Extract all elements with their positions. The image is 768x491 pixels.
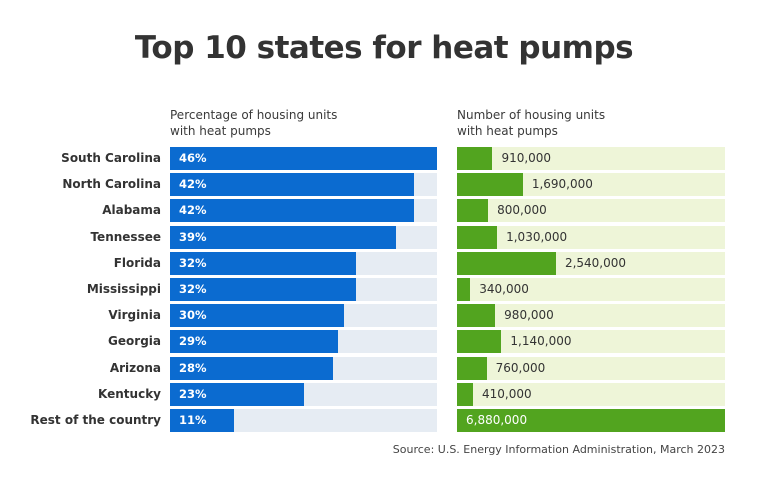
percentage-bar [170,226,397,249]
count-subtitle-line2: with heat pumps [457,124,558,138]
category-label: Virginia [108,308,161,322]
count-bar [457,304,496,327]
percentage-bar [170,252,356,275]
count-bar [457,199,489,222]
category-label: Alabama [102,203,161,217]
percentage-bar-track: 11% [170,409,437,432]
count-value-label: 980,000 [504,308,554,322]
count-bar-track: 760,000 [457,357,725,380]
count-value-label: 800,000 [497,203,547,217]
percentage-value-label: 30% [179,308,207,322]
percentage-bar [170,383,304,406]
percentage-bar [170,304,345,327]
source-note: Source: U.S. Energy Information Administ… [392,443,725,456]
percentage-bar-track: 29% [170,330,437,353]
count-value-label: 410,000 [481,387,532,401]
count-value-label: 1,140,000 [510,334,572,348]
count-value-label: 910,000 [501,151,552,165]
percentage-value-label: 32% [179,282,207,296]
percentage-value-label: 32% [179,256,207,270]
count-bar-track: 980,000 [457,304,725,327]
count-bar [457,330,502,353]
percentage-bar [170,199,414,222]
percentage-bar [170,173,414,196]
percentage-bar-track: 39% [170,226,437,249]
percentage-bar-track: 30% [170,304,437,327]
percentage-panel-subtitle: Percentage of housing units with heat pu… [170,107,337,139]
count-value-label: 340,000 [479,282,529,296]
count-bar-track: 910,000 [457,147,725,170]
count-bar-track: 2,540,000 [457,252,725,275]
percentage-bar-track: 32% [170,278,437,301]
percentage-bar [170,278,356,301]
percentage-bar-track: 23% [170,383,437,406]
category-label: South Carolina [61,151,161,165]
count-subtitle-line1: Number of housing units [457,108,606,122]
count-value-label: 760,000 [495,361,546,375]
count-bar [457,278,471,301]
percentage-bar [170,357,333,380]
category-label: Arizona [109,361,161,375]
percentage-bar-track: 42% [170,199,437,222]
percentage-value-label: 42% [179,203,207,217]
count-bar-track: 340,000 [457,278,725,301]
count-bar [457,357,487,380]
count-bar [457,226,498,249]
count-bar-track: 6,880,000 [457,409,725,432]
count-value-label: 2,540,000 [564,256,627,270]
percentage-value-label: 11% [179,413,207,427]
percentage-bar [170,409,234,432]
category-label: North Carolina [62,177,161,191]
category-label: Mississippi [86,282,161,296]
percentage-bar-track: 42% [170,173,437,196]
count-bar-track: 1,690,000 [457,173,725,196]
category-label: Kentucky [98,387,161,401]
count-bar [457,173,523,196]
count-bar [457,252,556,275]
count-bar-track: 1,140,000 [457,330,725,353]
percentage-value-label: 23% [179,387,207,401]
category-label: Georgia [108,334,161,348]
chart-title: Top 10 states for heat pumps [134,30,634,66]
count-bar [457,409,725,432]
count-value-label: 1,030,000 [506,230,568,244]
count-bar-track: 1,030,000 [457,226,725,249]
percentage-subtitle-line2: with heat pumps [170,124,271,138]
count-bar-track: 800,000 [457,199,725,222]
category-label: Florida [113,256,161,270]
category-label: Tennessee [90,230,161,244]
count-bar [457,383,473,406]
count-bar [457,147,493,170]
count-value-label: 1,690,000 [531,177,593,191]
percentage-bar-track: 32% [170,252,437,275]
count-panel-subtitle: Number of housing units with heat pumps [457,107,605,139]
percentage-bar-track: 46% [170,147,437,170]
percentage-subtitle-line1: Percentage of housing units [170,108,338,122]
count-bar-track: 410,000 [457,383,725,406]
category-label: Rest of the country [30,413,161,427]
percentage-bar [170,147,437,170]
percentage-bar-track: 28% [170,357,437,380]
percentage-value-label: 42% [179,177,207,191]
percentage-value-label: 46% [179,151,207,165]
count-value-label: 6,880,000 [466,413,528,427]
percentage-value-label: 39% [179,230,207,244]
percentage-bar [170,330,339,353]
percentage-value-label: 29% [179,334,207,348]
percentage-value-label: 28% [179,361,207,375]
